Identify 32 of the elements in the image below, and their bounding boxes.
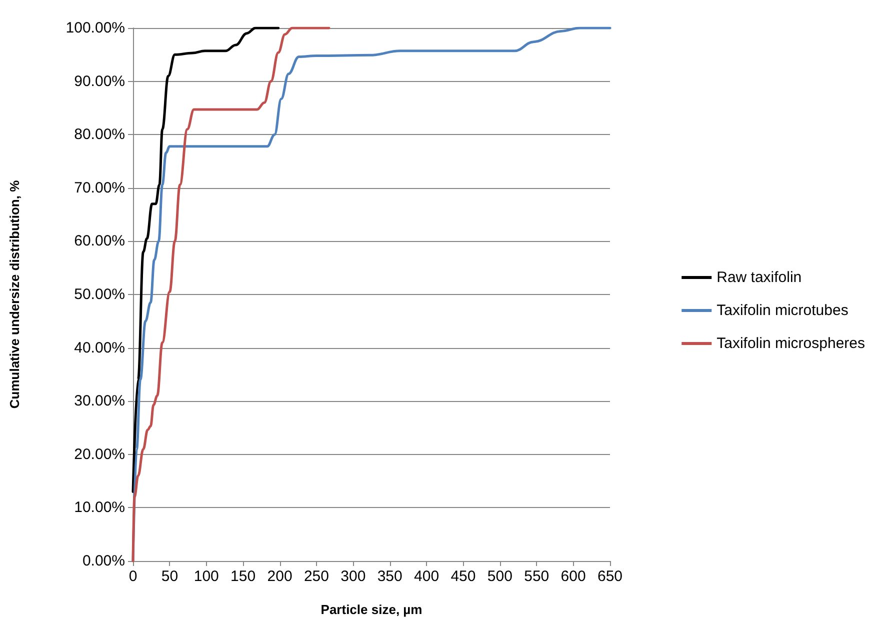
x-tick-label: 350: [377, 568, 402, 585]
legend-label: Raw taxifolin: [716, 269, 802, 286]
x-tick-label: 650: [597, 568, 623, 585]
y-axis-title: Cumulative undersize distribution, %: [7, 180, 22, 409]
y-tick-label: 80.00%: [74, 126, 125, 144]
x-tick-label: 300: [340, 568, 366, 585]
x-tick-label: 450: [450, 568, 476, 585]
x-tick-label: 600: [560, 568, 586, 585]
x-tick-label: 550: [524, 568, 550, 585]
y-tick-label: 70.00%: [74, 179, 125, 196]
legend-label: Taxifolin microtubes: [716, 302, 848, 319]
x-axis-title: Particle size, µm: [320, 602, 422, 617]
y-tick-label: 50.00%: [74, 286, 125, 303]
x-tick-label: 500: [487, 568, 512, 585]
x-tick-label: 0: [128, 568, 138, 585]
line-series: [132, 26, 612, 562]
x-tick-label: 100: [194, 568, 219, 585]
x-tick-label: 200: [267, 568, 292, 585]
legend-label: Taxifolin microspheres: [716, 335, 865, 352]
x-tick-label: 250: [304, 568, 329, 585]
y-tick-label: 0.00%: [82, 552, 125, 570]
x-tick-label: 50: [161, 568, 178, 585]
y-tick-label: 40.00%: [74, 339, 125, 356]
y-tick-label: 30.00%: [74, 392, 125, 410]
y-tick-label: 100.00%: [66, 20, 125, 36]
x-tick-label: 400: [414, 568, 440, 585]
line-series: [132, 26, 280, 493]
y-tick-label: 20.00%: [74, 446, 125, 463]
y-tick-label: 90.00%: [74, 72, 125, 90]
x-tick-label: 150: [230, 568, 256, 585]
y-tick-label: 10.00%: [74, 499, 125, 516]
y-tick-label: 60.00%: [74, 232, 125, 250]
